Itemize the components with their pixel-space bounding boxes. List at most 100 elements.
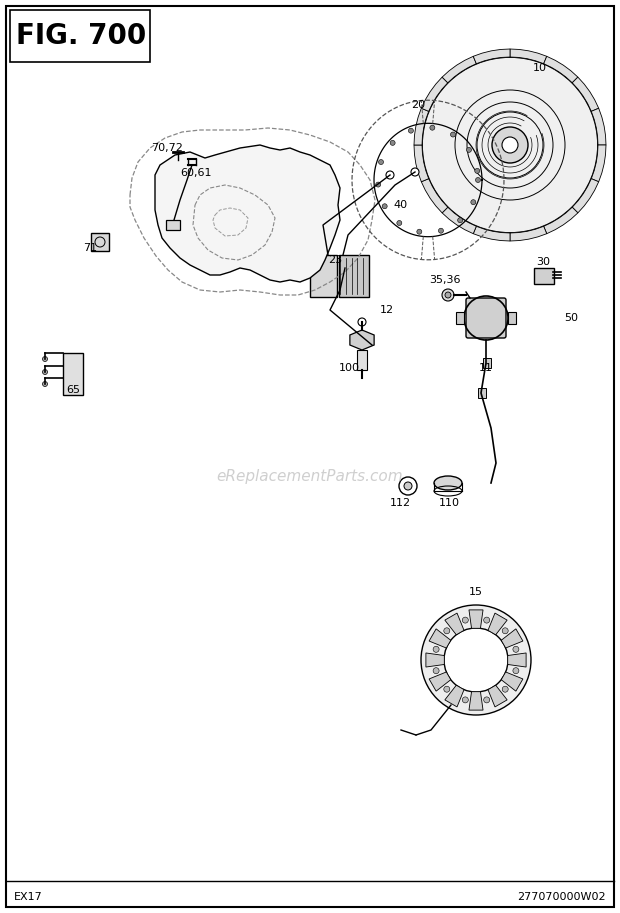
Text: 65: 65 — [66, 385, 80, 395]
Text: 277070000W02: 277070000W02 — [517, 892, 606, 902]
Text: 50: 50 — [564, 313, 578, 323]
Text: 40: 40 — [393, 200, 407, 210]
Polygon shape — [350, 330, 374, 350]
Circle shape — [444, 628, 449, 634]
Text: 11: 11 — [479, 363, 493, 373]
Polygon shape — [155, 145, 340, 282]
Polygon shape — [442, 207, 476, 234]
Text: 60,61: 60,61 — [180, 168, 212, 178]
Polygon shape — [544, 57, 578, 83]
Text: 20: 20 — [411, 100, 425, 110]
Ellipse shape — [434, 476, 462, 490]
Circle shape — [376, 182, 381, 187]
Text: 71: 71 — [83, 243, 97, 253]
Circle shape — [433, 667, 439, 674]
Polygon shape — [488, 614, 507, 635]
Polygon shape — [422, 179, 448, 213]
Circle shape — [502, 687, 508, 692]
Circle shape — [466, 147, 471, 152]
Circle shape — [492, 127, 528, 163]
Circle shape — [463, 617, 468, 623]
Polygon shape — [591, 109, 606, 145]
Bar — [478, 388, 486, 398]
Bar — [10, 10, 150, 62]
Polygon shape — [501, 629, 523, 648]
Polygon shape — [544, 207, 578, 234]
FancyBboxPatch shape — [534, 268, 554, 284]
Circle shape — [43, 382, 48, 386]
Text: 70,72: 70,72 — [151, 143, 183, 153]
Text: EX17: EX17 — [14, 892, 43, 902]
Bar — [357, 350, 367, 370]
Polygon shape — [508, 653, 526, 667]
Circle shape — [409, 128, 414, 133]
Text: 112: 112 — [389, 498, 410, 508]
Polygon shape — [473, 49, 510, 64]
Bar — [508, 312, 516, 324]
Circle shape — [438, 228, 443, 233]
Circle shape — [43, 370, 48, 374]
Circle shape — [358, 318, 366, 326]
Text: 110: 110 — [438, 498, 459, 508]
Polygon shape — [572, 179, 599, 213]
Polygon shape — [445, 614, 464, 635]
Polygon shape — [422, 77, 448, 111]
Circle shape — [513, 646, 519, 652]
FancyBboxPatch shape — [466, 298, 506, 338]
Text: 100: 100 — [339, 363, 360, 373]
Polygon shape — [429, 629, 451, 648]
Polygon shape — [488, 686, 507, 707]
Polygon shape — [510, 49, 547, 64]
Polygon shape — [501, 672, 523, 691]
Polygon shape — [414, 145, 428, 182]
Circle shape — [397, 221, 402, 226]
Circle shape — [399, 477, 417, 495]
Polygon shape — [445, 686, 464, 707]
Circle shape — [484, 697, 490, 703]
Bar — [63, 353, 83, 395]
Circle shape — [475, 168, 480, 173]
Circle shape — [476, 177, 480, 183]
Circle shape — [502, 628, 508, 634]
Bar — [310, 255, 337, 297]
Circle shape — [43, 356, 48, 362]
Circle shape — [444, 628, 508, 692]
Text: 35,36: 35,36 — [429, 275, 461, 285]
Circle shape — [463, 697, 468, 703]
Polygon shape — [442, 57, 476, 83]
Circle shape — [433, 646, 439, 652]
Circle shape — [411, 168, 419, 176]
Circle shape — [421, 605, 531, 715]
Circle shape — [417, 229, 422, 235]
Bar — [339, 255, 369, 297]
Bar — [483, 358, 491, 368]
Polygon shape — [414, 109, 428, 145]
Circle shape — [382, 204, 388, 209]
Polygon shape — [469, 610, 483, 628]
Polygon shape — [572, 77, 599, 111]
Bar — [456, 312, 464, 324]
Circle shape — [445, 292, 451, 298]
Text: eReplacementParts.com: eReplacementParts.com — [216, 469, 404, 484]
Polygon shape — [469, 692, 483, 710]
Circle shape — [513, 667, 519, 674]
Text: FIG. 700: FIG. 700 — [16, 22, 146, 50]
FancyBboxPatch shape — [91, 233, 109, 251]
Circle shape — [502, 137, 518, 153]
Circle shape — [379, 160, 384, 164]
Circle shape — [430, 125, 435, 131]
Polygon shape — [591, 145, 606, 182]
Circle shape — [471, 200, 476, 205]
Text: 12: 12 — [380, 305, 394, 315]
Circle shape — [442, 289, 454, 301]
Text: 30: 30 — [536, 257, 550, 267]
Circle shape — [404, 482, 412, 490]
Text: 15: 15 — [469, 587, 483, 597]
Circle shape — [451, 132, 456, 137]
Circle shape — [422, 57, 598, 233]
Polygon shape — [473, 226, 510, 241]
Text: 23: 23 — [328, 255, 342, 265]
Circle shape — [386, 171, 394, 179]
Circle shape — [484, 617, 490, 623]
Circle shape — [390, 141, 395, 145]
